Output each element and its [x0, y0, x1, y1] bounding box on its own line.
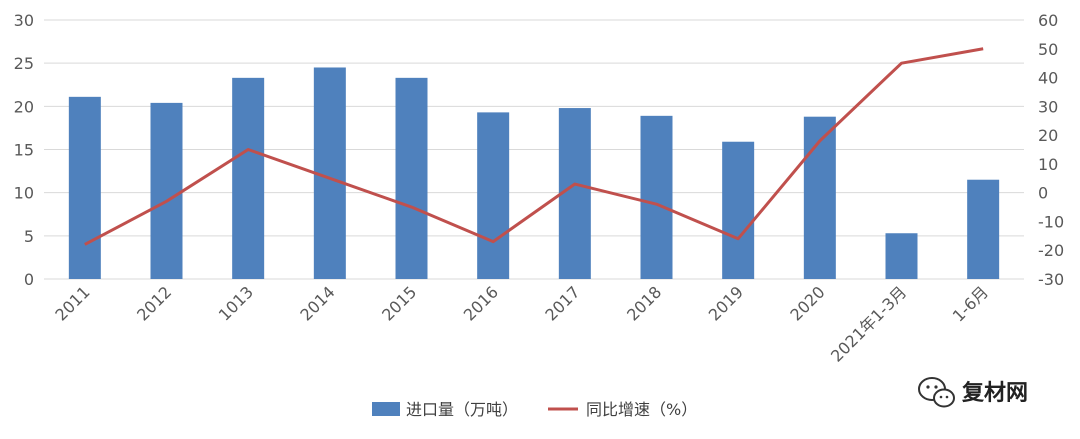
x-tick-label: 2015 — [378, 282, 420, 324]
y-left-tick-label: 25 — [14, 54, 34, 73]
y-right-tick-label: 10 — [1038, 155, 1058, 174]
watermark: 复材网 — [918, 377, 1028, 408]
y-right-tick-label: -10 — [1038, 212, 1064, 231]
x-tick-label: 1-6月 — [949, 282, 992, 325]
bar-series — [68, 67, 1000, 280]
legend-line-label: 同比增速（%） — [586, 400, 697, 419]
y-left-tick-label: 0 — [24, 270, 34, 289]
x-tick-label: 2014 — [296, 282, 338, 324]
watermark-text: 复材网 — [961, 380, 1028, 406]
y-right-tick-label: 0 — [1038, 184, 1048, 203]
x-tick-label: 2016 — [460, 282, 502, 324]
y-axis-right: -30 -20 -10 0 10 20 30 40 50 60 — [1038, 11, 1064, 289]
legend-bar-label: 进口量（万吨） — [406, 400, 518, 419]
x-tick-label: 2021年1-3月 — [827, 282, 910, 365]
x-tick-label: 2020 — [786, 282, 828, 324]
bar — [232, 77, 265, 280]
bar — [640, 115, 673, 279]
y-right-tick-label: -20 — [1038, 241, 1064, 260]
bar — [967, 179, 1000, 279]
line-series — [84, 47, 984, 246]
x-tick-label: 2011 — [51, 282, 93, 324]
y-left-tick-label: 10 — [14, 184, 34, 203]
bar — [885, 233, 918, 279]
y-left-tick-label: 15 — [14, 141, 34, 160]
y-right-tick-label: 30 — [1038, 97, 1058, 116]
y-left-tick-label: 20 — [14, 97, 34, 116]
x-tick-label: 2017 — [541, 282, 583, 324]
bar — [803, 116, 836, 280]
wechat-icon — [918, 377, 955, 408]
y-right-tick-label: -30 — [1038, 270, 1064, 289]
x-tick-label: 2012 — [133, 282, 175, 324]
growth-line — [84, 47, 984, 246]
grid-lines — [44, 19, 1024, 280]
x-tick-label: 2018 — [623, 282, 665, 324]
y-right-tick-label: 40 — [1038, 69, 1058, 88]
y-right-tick-label: 60 — [1038, 11, 1058, 30]
bar — [477, 112, 510, 279]
bar — [558, 108, 591, 279]
y-axis-left: 0 5 10 15 20 25 30 — [14, 11, 34, 289]
legend-bar-swatch — [372, 402, 400, 416]
x-tick-label: 2019 — [705, 282, 747, 324]
bar — [395, 77, 428, 280]
bar — [68, 96, 101, 279]
bar — [722, 141, 755, 279]
x-tick-label: 1013 — [215, 282, 257, 324]
bar — [150, 102, 183, 279]
y-left-tick-label: 30 — [14, 11, 34, 30]
x-axis: 2011 2012 1013 2014 2015 2016 2017 2018 2019 2020… — [51, 282, 992, 365]
y-right-tick-label: 20 — [1038, 126, 1058, 145]
y-left-tick-label: 5 — [24, 227, 34, 246]
y-right-tick-label: 50 — [1038, 40, 1058, 59]
legend: 进口量（万吨） 同比增速（%） — [372, 400, 697, 419]
